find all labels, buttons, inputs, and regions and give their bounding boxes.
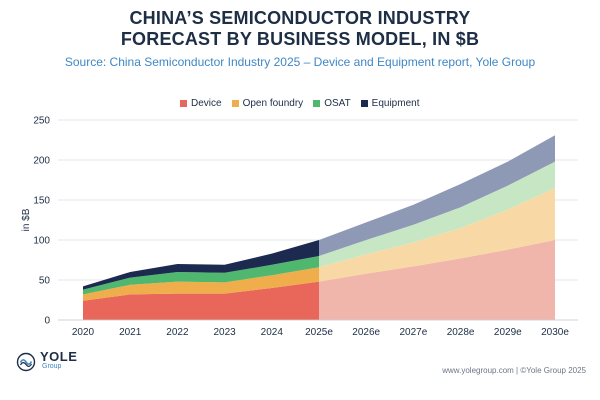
yole-logo: YOLE Group — [16, 349, 78, 372]
legend-label-open-foundry: Open foundry — [242, 98, 304, 109]
y-tick-label: 0 — [44, 316, 50, 327]
x-tick-label: 2024 — [261, 327, 284, 338]
legend: Device Open foundry OSAT Equipment — [180, 98, 429, 109]
x-tick-label: 2023 — [213, 327, 236, 338]
y-tick-label: 150 — [33, 196, 50, 207]
legend-swatch-open-foundry — [231, 100, 239, 107]
chart-title: CHINA’S SEMICONDUCTOR INDUSTRY FORECAST … — [0, 8, 600, 50]
logo-main-text: YOLE — [40, 349, 78, 364]
y-tick-label: 250 — [33, 116, 50, 127]
y-tick-label: 200 — [33, 156, 50, 167]
title-line-2: FORECAST BY BUSINESS MODEL, IN $B — [120, 29, 480, 49]
yole-logo-icon — [16, 352, 36, 372]
legend-label-osat: OSAT — [324, 98, 351, 109]
x-tick-label: 2026e — [352, 327, 380, 338]
y-axis-label: in $B — [21, 208, 32, 231]
area-equipment-actual — [83, 240, 319, 290]
legend-item-open-foundry: Open foundry — [231, 98, 304, 109]
x-tick-label: 2027e — [399, 327, 427, 338]
x-tick-label: 2020 — [72, 327, 95, 338]
title-line-1: CHINA’S SEMICONDUCTOR INDUSTRY — [129, 8, 471, 28]
legend-label-equipment: Equipment — [371, 98, 420, 109]
area-osat-forecast — [319, 161, 555, 268]
x-tick-label: 2021 — [119, 327, 142, 338]
area-open-foundry-forecast — [319, 188, 555, 282]
legend-swatch-equipment — [360, 100, 368, 107]
legend-item-osat: OSAT — [313, 98, 351, 109]
area-equipment-forecast — [319, 135, 555, 256]
footer-credits: www.yolegroup.com | ©Yole Group 2025 — [442, 366, 586, 375]
legend-swatch-osat — [313, 100, 321, 107]
x-tick-label: 2022 — [166, 327, 189, 338]
logo-sub-text: Group — [42, 363, 62, 370]
x-tick-label: 2030e — [541, 327, 569, 338]
legend-label-device: Device — [191, 98, 222, 109]
area-open-foundry-actual — [83, 267, 319, 301]
chart-subtitle: Source: China Semiconductor Industry 202… — [64, 55, 536, 69]
x-tick-label: 2028e — [447, 327, 475, 338]
area-device-actual — [83, 281, 319, 320]
x-tick-label: 2025e — [305, 327, 333, 338]
legend-swatch-device — [180, 100, 187, 107]
area-osat-actual — [83, 256, 319, 295]
y-tick-label: 100 — [33, 236, 50, 247]
area-device-forecast — [319, 240, 555, 320]
y-tick-label: 50 — [39, 276, 51, 287]
legend-item-device: Device — [180, 98, 222, 109]
legend-item-equipment: Equipment — [360, 98, 420, 109]
x-tick-label: 2029e — [494, 327, 522, 338]
